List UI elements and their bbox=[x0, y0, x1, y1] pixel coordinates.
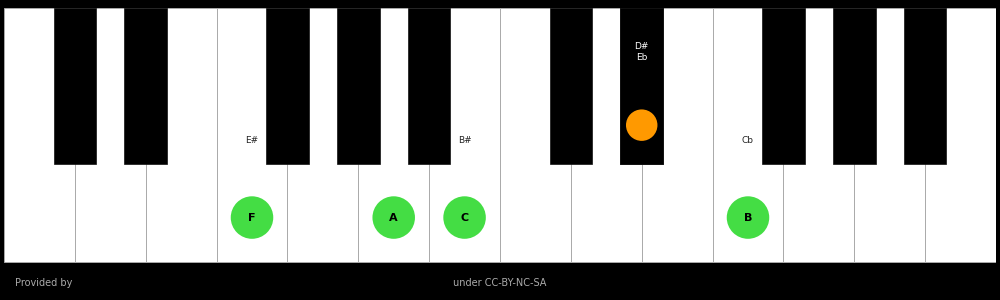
Bar bbox=[146, 8, 217, 262]
Text: C: C bbox=[461, 212, 469, 223]
Text: Cb: Cb bbox=[742, 136, 754, 145]
Bar bbox=[429, 8, 500, 262]
Bar bbox=[642, 8, 713, 262]
Circle shape bbox=[727, 196, 769, 239]
Text: A: A bbox=[389, 212, 398, 223]
Bar bbox=[0, 262, 1000, 300]
Bar bbox=[925, 8, 996, 262]
Bar bbox=[124, 8, 167, 164]
Bar bbox=[762, 8, 805, 164]
Text: D#: D# bbox=[635, 42, 649, 51]
Bar bbox=[266, 8, 309, 164]
Bar bbox=[4, 8, 75, 262]
Circle shape bbox=[443, 196, 486, 239]
Bar bbox=[54, 8, 96, 164]
Bar bbox=[783, 8, 854, 262]
Circle shape bbox=[626, 110, 657, 141]
Text: under CC-BY-NC-SA: under CC-BY-NC-SA bbox=[453, 278, 547, 288]
Text: F: F bbox=[248, 212, 256, 223]
Bar bbox=[408, 8, 450, 164]
Bar bbox=[75, 8, 146, 262]
Bar bbox=[854, 8, 925, 262]
Bar bbox=[358, 8, 429, 262]
Text: Provided by: Provided by bbox=[15, 278, 72, 288]
Bar bbox=[500, 8, 571, 262]
Bar bbox=[571, 8, 642, 262]
Bar bbox=[0, 0, 1000, 8]
Bar bbox=[996, 0, 1000, 300]
Bar bbox=[620, 8, 663, 164]
Bar bbox=[550, 8, 592, 164]
Bar bbox=[287, 8, 358, 262]
Bar bbox=[713, 8, 783, 262]
Bar bbox=[337, 8, 380, 164]
Text: B: B bbox=[744, 212, 752, 223]
Bar bbox=[217, 8, 287, 262]
Text: B#: B# bbox=[458, 136, 471, 145]
Bar bbox=[0, 0, 4, 300]
Text: Eb: Eb bbox=[636, 53, 647, 62]
Circle shape bbox=[372, 196, 415, 239]
Bar bbox=[904, 8, 946, 164]
Bar bbox=[833, 8, 876, 164]
Text: E#: E# bbox=[245, 136, 259, 145]
Circle shape bbox=[231, 196, 273, 239]
Bar bbox=[620, 8, 663, 164]
